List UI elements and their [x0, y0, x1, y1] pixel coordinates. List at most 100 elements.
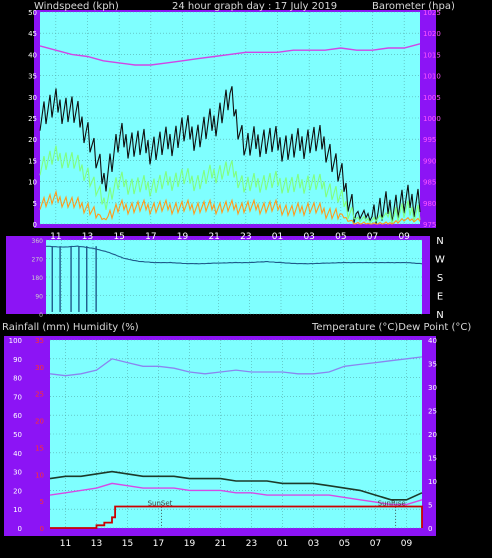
humidity-tick-label: 80 [13, 375, 22, 383]
barometer-tick-label: 995 [423, 136, 436, 144]
temperature-tick-label: 30 [428, 384, 437, 392]
wind-x-tick-label: 15 [113, 232, 124, 242]
temp-x-tick-label: 05 [339, 539, 350, 549]
wind-tick-label: 45 [28, 30, 37, 38]
wind-tick-label: 5 [33, 200, 37, 208]
barometer-axis-title: Barometer (hpa) [372, 1, 455, 12]
temperature-series [49, 470, 423, 501]
wind-direction-series [46, 245, 423, 265]
compass-label: N [436, 236, 443, 247]
wind-x-tick-label: 13 [82, 232, 93, 242]
barometer-tick-label: 1010 [423, 73, 441, 81]
wind-tick-label: 15 [28, 157, 37, 165]
wind-low-series [39, 189, 421, 225]
temp-x-tick-label: 01 [277, 539, 288, 549]
temp-x-tick-label: 11 [60, 539, 71, 549]
wind-x-tick-label: 17 [145, 232, 156, 242]
rain-tick-label: 5 [40, 498, 44, 506]
humidity-tick-label: 0 [18, 525, 22, 533]
temp-x-tick-label: 21 [215, 539, 226, 549]
wind-average-series [39, 145, 421, 225]
barometer-tick-label: 980 [423, 200, 436, 208]
humidity-series [49, 356, 423, 377]
compass-label: N [436, 310, 443, 321]
wind-tick-label: 50 [28, 9, 37, 17]
barometer-tick-label: 1005 [423, 94, 441, 102]
humidity-tick-label: 50 [13, 431, 22, 439]
temperature-tick-label: 5 [428, 502, 432, 510]
compass-label: S [437, 273, 443, 284]
temp-x-tick-label: 17 [153, 539, 164, 549]
barometer-tick-label: 985 [423, 179, 436, 187]
wind-x-tick-label: 19 [177, 232, 189, 242]
rain-tick-label: 35 [35, 337, 44, 345]
wind-tick-label: 20 [28, 136, 37, 144]
wind-tick-label: 35 [28, 73, 37, 81]
temperature-tick-label: 25 [428, 408, 437, 416]
temp-x-tick-label: 23 [246, 539, 257, 549]
humidity-tick-label: 30 [13, 469, 22, 477]
barometer-tick-label: 1015 [423, 51, 441, 59]
temperature-tick-label: 20 [428, 431, 437, 439]
series-layer [39, 43, 423, 529]
humidity-tick-label: 10 [13, 506, 22, 514]
rain-tick-label: 0 [40, 525, 44, 533]
temp-x-tick-label: 15 [122, 539, 133, 549]
dir-tick-label: 270 [32, 257, 44, 264]
wind-x-tick-label: 23 [240, 232, 251, 242]
barometer-tick-label: 1025 [423, 9, 441, 17]
temp-x-tick-label: 19 [184, 539, 196, 549]
wind-tick-label: 10 [28, 179, 37, 187]
rainfall-series [50, 505, 423, 529]
wind-tick-label: 25 [28, 115, 37, 123]
wind-x-tick-label: 07 [367, 232, 378, 242]
compass-label: W [435, 255, 445, 266]
dir-tick-label: 0 [39, 312, 43, 319]
humidity-tick-label: 100 [9, 337, 22, 345]
humidity-tick-label: 40 [13, 450, 22, 458]
humidity-tick-label: 70 [13, 393, 22, 401]
wind-x-tick-label: 11 [50, 232, 61, 242]
barometer-tick-label: 1020 [423, 30, 441, 38]
temp-x-tick-label: 03 [308, 539, 319, 549]
wind-x-tick-label: 01 [272, 232, 283, 242]
rain-tick-label: 30 [35, 364, 44, 372]
temperature-tick-label: 10 [428, 478, 437, 486]
rain-tick-label: 10 [35, 471, 44, 479]
grid-layer [40, 11, 422, 529]
dir-tick-label: 360 [32, 238, 44, 245]
wind-x-tick-label: 09 [398, 232, 410, 242]
sunset-label: SunSet [148, 499, 173, 507]
barometer-tick-label: 990 [423, 157, 436, 165]
temp-dew-axis-title: Temperature (°C)Dew Point (°C) [311, 322, 471, 333]
temp-x-tick-label: 13 [91, 539, 102, 549]
rain-tick-label: 20 [35, 418, 44, 426]
temp-x-tick-label: 07 [370, 539, 381, 549]
wind-x-tick-label: 03 [303, 232, 314, 242]
barometer-tick-label: 975 [423, 221, 436, 229]
sunrise-label: SunRise [378, 499, 406, 507]
humidity-tick-label: 60 [13, 412, 22, 420]
wind-tick-label: 30 [28, 94, 37, 102]
barometer-series [39, 43, 421, 66]
dir-tick-label: 180 [32, 275, 44, 282]
compass-label: E [437, 292, 443, 303]
temperature-tick-label: 35 [428, 361, 437, 369]
temperature-tick-label: 15 [428, 455, 437, 463]
rain-tick-label: 25 [35, 391, 44, 399]
temperature-tick-label: 0 [428, 525, 432, 533]
wind-x-tick-label: 05 [335, 232, 346, 242]
temp-x-tick-label: 09 [401, 539, 413, 549]
rain-humidity-axis-title: Rainfall (mm) Humidity (%) [2, 322, 139, 333]
dir-tick-label: 90 [35, 294, 43, 301]
wind-tick-label: 0 [33, 221, 37, 229]
graph-title: 24 hour graph day : 17 July 2019 [172, 1, 337, 12]
wind-axis-title: Windspeed (kph) [34, 1, 119, 12]
temperature-tick-label: 40 [428, 337, 437, 345]
wind-gust-series [39, 86, 421, 225]
dew-point-series [49, 482, 423, 506]
barometer-tick-label: 1000 [423, 115, 441, 123]
humidity-tick-label: 90 [13, 356, 22, 364]
